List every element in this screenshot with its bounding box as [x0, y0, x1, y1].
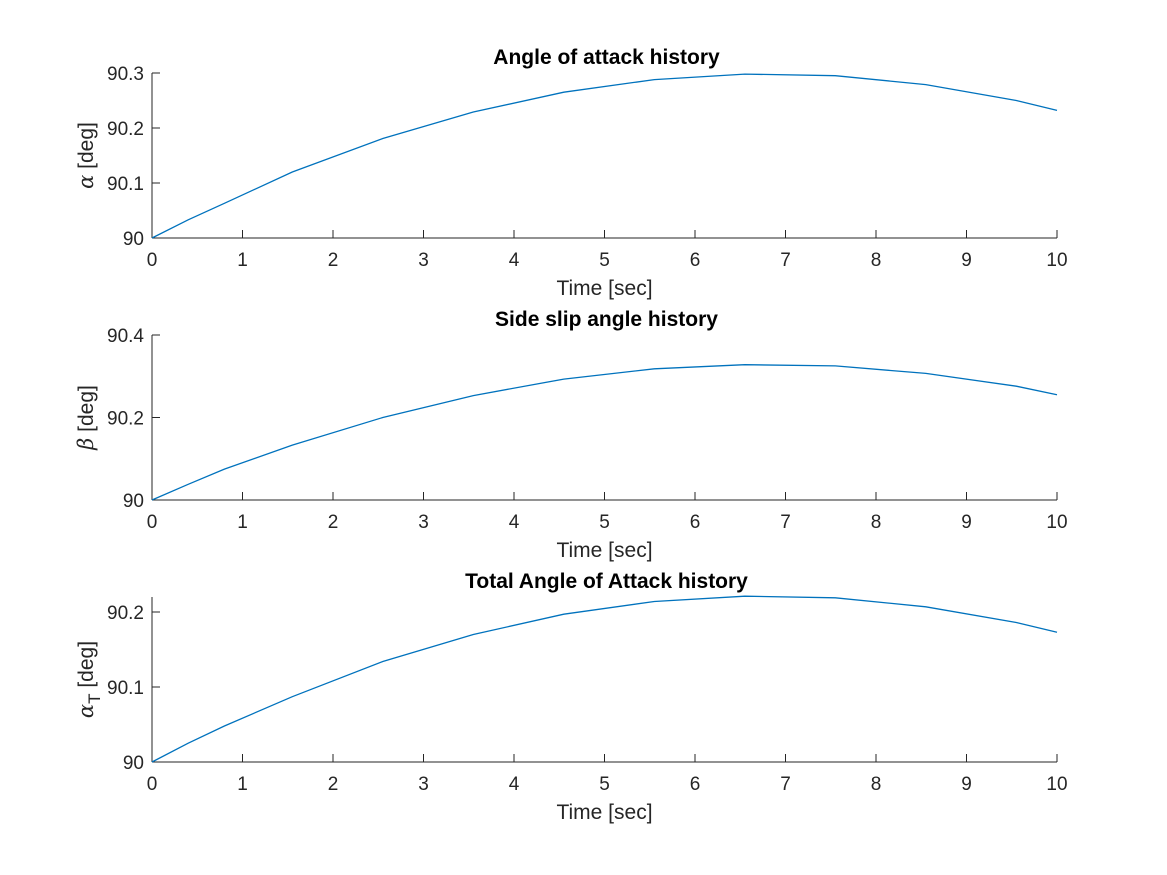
- x-tick-label: 3: [418, 512, 429, 533]
- x-tick-label: 5: [599, 512, 610, 533]
- x-tick-label: 3: [418, 250, 429, 271]
- y-tick-label: 90.2: [107, 119, 144, 140]
- subplot-3: 0 1 2 3 4 5 6 7 8 9 10 90 90.1 90.2 Total Angle of Att…: [74, 570, 1068, 824]
- x-tick-label: 5: [599, 774, 610, 795]
- x-tick-label: 4: [509, 512, 520, 533]
- y-tick-label: 90.1: [107, 678, 144, 699]
- x-tick-label: 4: [509, 250, 520, 271]
- y-axis-label-unit: [deg]: [75, 122, 98, 175]
- y-axis-label-unit: [deg]: [75, 385, 98, 438]
- x-tick-label: 6: [690, 512, 701, 533]
- series-line: [151, 73, 1058, 239]
- y-tick-label: 90.2: [107, 409, 144, 430]
- y-tick-label: 90.4: [107, 326, 144, 347]
- y-tick-label: 90.2: [107, 603, 144, 624]
- chart-title: Angle of attack history: [493, 46, 720, 69]
- subplot-1: 0 1 2 3 4 5 6 7 8 9 10 90 90.1 90.2 90.3 Angle of attac…: [74, 46, 1068, 300]
- y-tick-label: 90: [123, 229, 144, 250]
- subplot-2: 0 1 2 3 4 5 6 7 8 9 10 90 90.2 90.4 Side slip angle hi…: [74, 308, 1068, 562]
- y-axis-label-symbol: α: [74, 704, 98, 718]
- chart-title: Side slip angle history: [495, 308, 718, 331]
- x-tick-label: 9: [961, 250, 972, 271]
- y-axis-label-symbol: β: [74, 438, 98, 451]
- x-tick-label: 9: [961, 774, 972, 795]
- x-tick-label: 1: [237, 774, 248, 795]
- y-tick-label: 90: [123, 753, 144, 774]
- series-line: [151, 595, 1058, 763]
- x-tick-label: 2: [328, 774, 339, 795]
- y-tick-label: 90.3: [107, 64, 144, 85]
- y-axis-label: α [deg]: [74, 122, 98, 189]
- x-tick-label: 10: [1046, 250, 1067, 271]
- y-tick-label: 90: [123, 491, 144, 512]
- x-tick-label: 0: [147, 512, 158, 533]
- x-tick-label: 8: [871, 774, 882, 795]
- y-axis-label: αT [deg]: [74, 641, 104, 718]
- x-axis-label: Time [sec]: [556, 539, 652, 562]
- x-tick-label: 6: [690, 774, 701, 795]
- series-line: [151, 364, 1058, 501]
- y-axis-label-subscript: T: [85, 693, 104, 703]
- y-tick-label: 90.1: [107, 174, 144, 195]
- x-axis-label: Time [sec]: [556, 277, 652, 300]
- y-axis-label-symbol: α: [74, 175, 98, 189]
- x-tick-label: 6: [690, 250, 701, 271]
- x-tick-label: 9: [961, 512, 972, 533]
- chart-title: Total Angle of Attack history: [465, 570, 748, 593]
- x-tick-label: 10: [1046, 774, 1067, 795]
- x-tick-label: 1: [237, 250, 248, 271]
- x-tick-label: 0: [147, 774, 158, 795]
- x-axis-label: Time [sec]: [556, 801, 652, 824]
- x-tick-label: 7: [780, 512, 791, 533]
- x-tick-label: 4: [509, 774, 520, 795]
- x-tick-label: 2: [328, 250, 339, 271]
- x-tick-label: 0: [147, 250, 158, 271]
- x-tick-label: 1: [237, 512, 248, 533]
- x-tick-label: 10: [1046, 512, 1067, 533]
- x-tick-label: 8: [871, 250, 882, 271]
- x-tick-label: 5: [599, 250, 610, 271]
- x-tick-label: 7: [780, 250, 791, 271]
- x-tick-label: 8: [871, 512, 882, 533]
- x-tick-label: 3: [418, 774, 429, 795]
- y-axis-label-unit: [deg]: [75, 641, 98, 694]
- x-tick-label: 2: [328, 512, 339, 533]
- x-tick-label: 7: [780, 774, 791, 795]
- y-axis-label: β [deg]: [74, 385, 98, 451]
